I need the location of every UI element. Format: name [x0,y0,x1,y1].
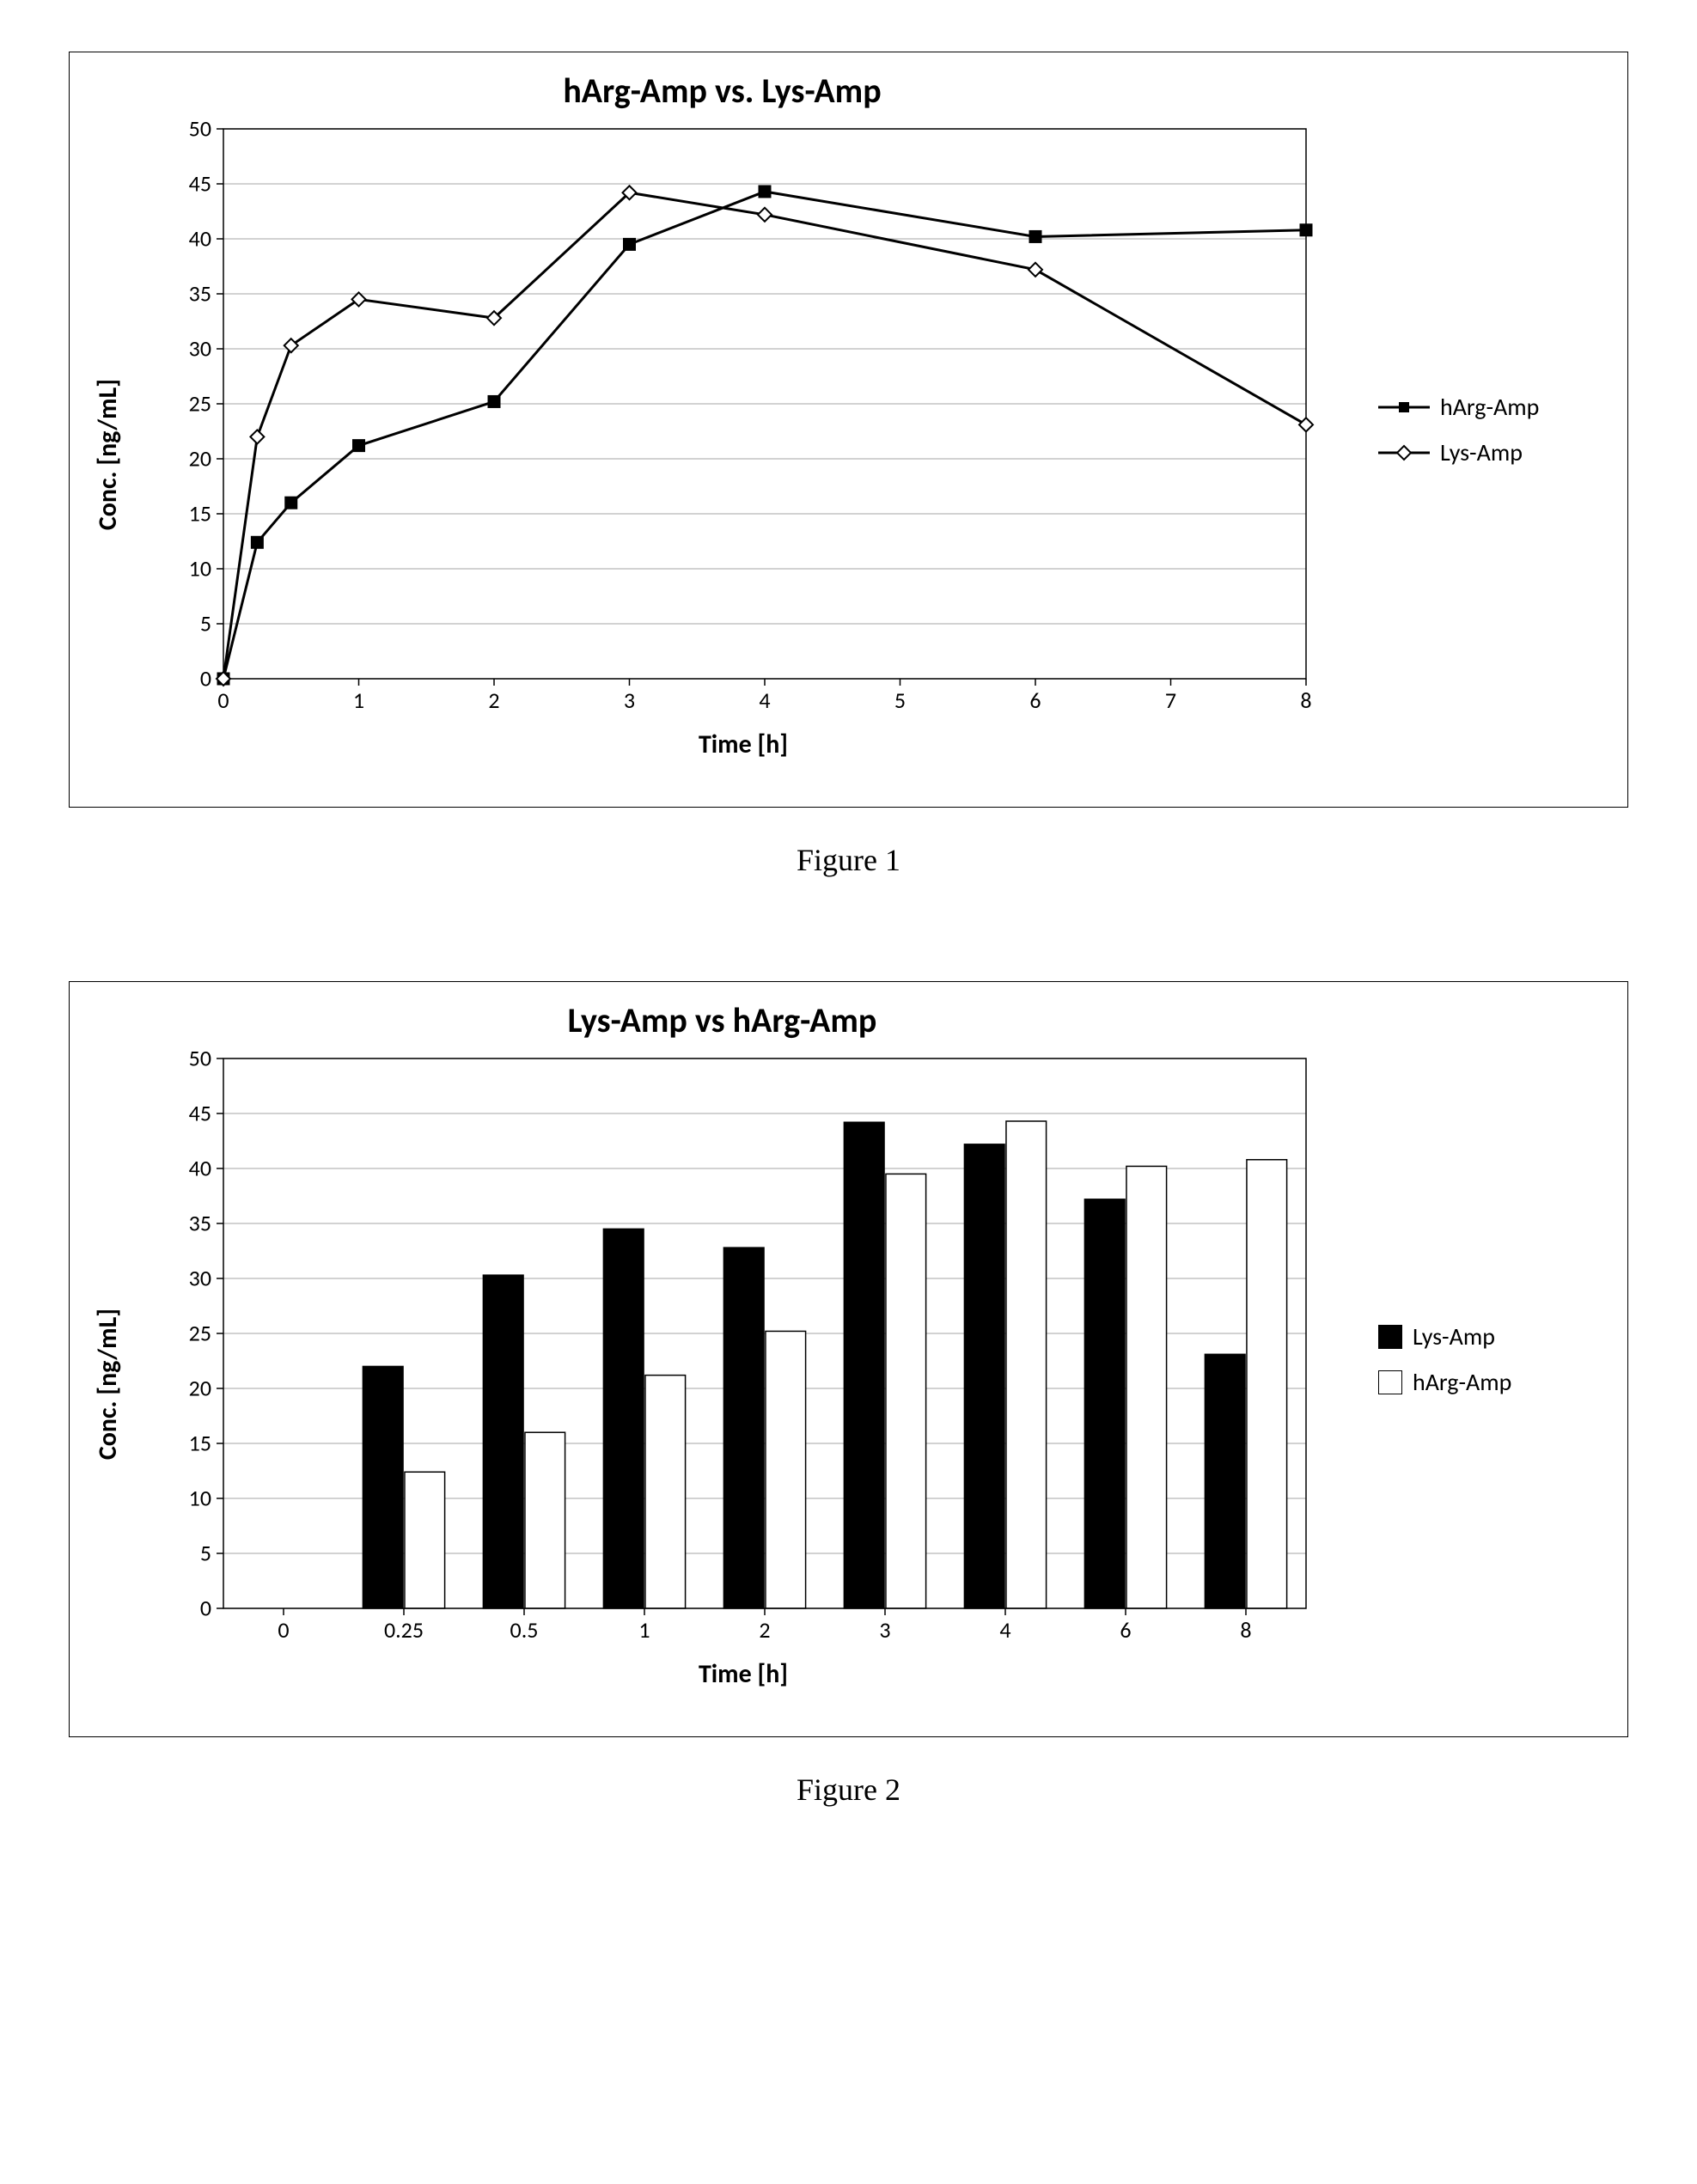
svg-text:25: 25 [189,1320,211,1347]
svg-text:50: 50 [189,120,211,143]
svg-text:2: 2 [488,686,499,714]
legend-swatch-icon [1378,1370,1402,1394]
svg-text:30: 30 [189,1265,211,1292]
figure-1-caption: Figure 1 [69,842,1628,878]
svg-text:20: 20 [189,1375,211,1402]
svg-text:35: 35 [189,1210,211,1237]
svg-text:50: 50 [189,1050,211,1072]
figure-1-chart: hArg-Amp vs. Lys-Amp Conc. [ng/mL] 05101… [87,70,1358,790]
figure-1-y-axis-label: Conc. [ng/mL] [87,379,129,530]
figure-2-block: Lys-Amp vs hArg-Amp Conc. [ng/mL] 051015… [69,981,1628,1808]
svg-text:0: 0 [200,1595,211,1622]
svg-text:10: 10 [189,1485,211,1512]
legend-label: Lys-Amp [1413,1321,1495,1351]
svg-text:0: 0 [200,665,211,692]
svg-text:30: 30 [189,335,211,363]
legend-item: Lys-Amp [1378,437,1602,467]
figure-2-plot-column: 0 5 10 15 20 25 30 35 40 45 50 0 0.25 0.5 1 2 3 4 6 8 Time … [129,1050,1358,1719]
figure-2-caption: Figure 2 [69,1772,1628,1808]
legend-label: hArg-Amp [1413,1367,1511,1397]
open-diamond-icon [1378,444,1430,461]
legend-swatch-icon [1378,1325,1402,1349]
figure-1-legend: hArg-Amp Lys-Amp [1358,70,1602,790]
svg-text:45: 45 [189,170,211,198]
svg-text:4: 4 [999,1616,1010,1644]
svg-text:5: 5 [200,610,211,638]
figure-2-chart: Lys-Amp vs hArg-Amp Conc. [ng/mL] 051015… [87,999,1358,1719]
svg-text:40: 40 [189,1155,211,1182]
svg-text:3: 3 [879,1616,890,1644]
figure-1-plot-column: 05101520253035404550012345678 Time [h] [129,120,1358,790]
svg-text:1: 1 [353,686,364,714]
svg-text:0.25: 0.25 [384,1616,424,1644]
figure-1-svg: 05101520253035404550012345678 [129,120,1358,722]
svg-text:5: 5 [894,686,906,714]
filled-square-icon [1378,399,1430,416]
figure-2-legend: Lys-Amp hArg-Amp [1358,999,1602,1719]
svg-text:40: 40 [189,225,211,253]
svg-text:35: 35 [189,280,211,308]
svg-text:5: 5 [200,1540,211,1567]
figure-1-panel: hArg-Amp vs. Lys-Amp Conc. [ng/mL] 05101… [69,52,1628,808]
page: hArg-Amp vs. Lys-Amp Conc. [ng/mL] 05101… [0,0,1697,1859]
svg-text:45: 45 [189,1100,211,1127]
figure-1-block: hArg-Amp vs. Lys-Amp Conc. [ng/mL] 05101… [69,52,1628,878]
svg-text:2: 2 [759,1616,770,1644]
svg-text:8: 8 [1300,686,1311,714]
svg-text:10: 10 [189,555,211,583]
legend-label: hArg-Amp [1440,392,1539,422]
svg-text:15: 15 [189,1430,211,1457]
figure-2-panel: Lys-Amp vs hArg-Amp Conc. [ng/mL] 051015… [69,981,1628,1737]
figure-2-y-axis-label: Conc. [ng/mL] [87,1309,129,1460]
svg-text:0: 0 [217,686,229,714]
svg-text:4: 4 [759,686,770,714]
svg-text:25: 25 [189,390,211,418]
svg-text:0.5: 0.5 [510,1616,539,1644]
figure-2-body: Conc. [ng/mL] 0510152025303540455000.250… [87,1050,1358,1719]
svg-text:7: 7 [1165,686,1176,714]
svg-text:3: 3 [624,686,635,714]
figure-1-title: hArg-Amp vs. Lys-Amp [87,70,1358,112]
svg-text:15: 15 [189,500,211,528]
svg-text:1: 1 [638,1616,650,1644]
figure-1-x-axis-label: Time [h] [129,729,1358,760]
svg-text:6: 6 [1120,1616,1131,1644]
legend-item: hArg-Amp [1378,392,1602,422]
legend-label: Lys-Amp [1440,437,1523,467]
svg-text:20: 20 [189,445,211,473]
figure-2-title: Lys-Amp vs hArg-Amp [87,999,1358,1041]
legend-item: hArg-Amp [1378,1367,1602,1397]
svg-text:6: 6 [1029,686,1041,714]
figure-1-body: Conc. [ng/mL] 05101520253035404550012345… [87,120,1358,790]
svg-text:8: 8 [1240,1616,1251,1644]
figure-2-x-axis-label: Time [h] [129,1658,1358,1690]
svg-text:0: 0 [278,1616,289,1644]
figure-2-svg: 0 5 10 15 20 25 30 35 40 45 50 0 0.25 0.5 1 2 3 4 6 8 [129,1050,1358,1651]
legend-item: Lys-Amp [1378,1321,1602,1351]
